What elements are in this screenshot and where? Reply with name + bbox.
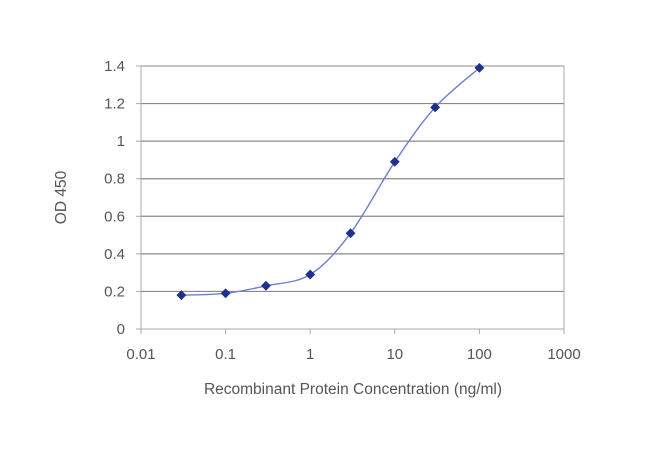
y-tick-label: 0.4: [104, 246, 125, 263]
y-tick-label: 0: [117, 321, 125, 338]
y-axis-title: OD 450: [53, 170, 70, 224]
x-tick-label: 100: [467, 346, 492, 363]
data-point: [430, 102, 441, 113]
data-point: [176, 290, 187, 301]
y-tick-label: 1.4: [104, 58, 125, 75]
grid-layer: [141, 65, 564, 293]
y-tick-label: 0.6: [104, 208, 125, 225]
y-tick-label: 0.8: [104, 171, 125, 188]
y-tick-label: 1.2: [104, 96, 125, 113]
x-tick-label: 10: [386, 346, 403, 363]
x-tick-label: 1: [306, 346, 314, 363]
data-point: [389, 156, 400, 167]
x-tick-label: 1000: [547, 346, 580, 363]
marker-layer: [176, 62, 485, 301]
x-tick-label: 0.01: [126, 346, 155, 363]
x-tick-label: 0.1: [215, 346, 236, 363]
y-tick-label: 1: [117, 133, 125, 150]
plot-frame: [140, 65, 565, 330]
y-tick-label: 0.2: [104, 283, 125, 300]
data-point: [474, 62, 485, 73]
data-point: [220, 288, 231, 299]
label-layer: 0 0.2 0.4 0.6 0.8 1 1.2 1.4 0.01 0.1 1 10 100 1000: [104, 58, 581, 363]
axis-layer: [136, 65, 565, 334]
data-point: [261, 280, 271, 291]
series-line: [181, 67, 480, 296]
x-axis-title: Recombinant Protein Concentration (ng/ml…: [204, 381, 502, 398]
data-point: [345, 228, 356, 239]
data-point: [305, 269, 316, 280]
